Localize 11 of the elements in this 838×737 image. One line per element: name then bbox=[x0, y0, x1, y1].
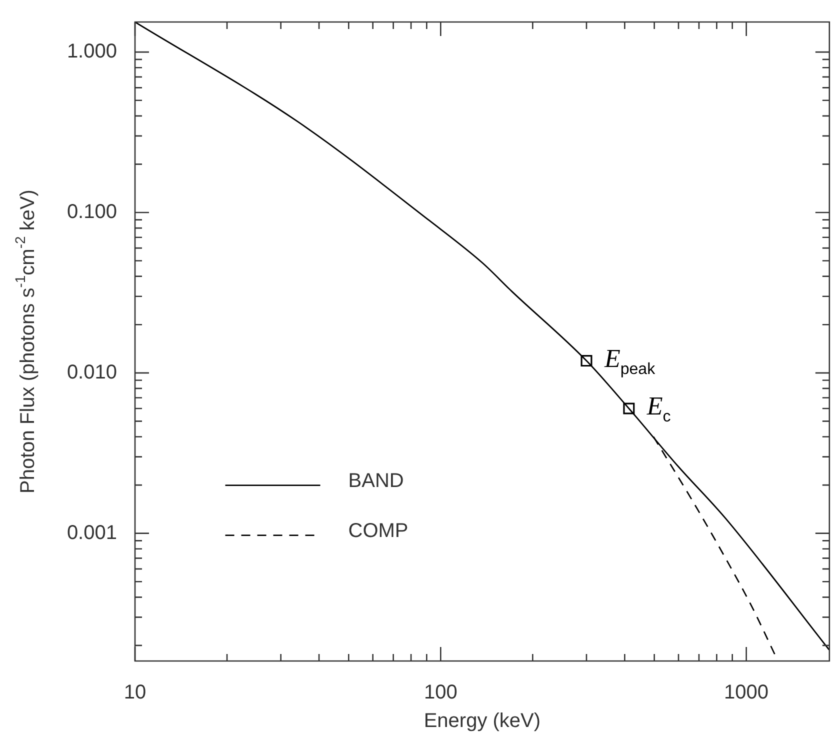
y-tick-label: 0.010 bbox=[66, 361, 117, 384]
y-axis-title: Photon Flux (photons s-1cm-2 keV) bbox=[12, 190, 39, 494]
legend-label: COMP bbox=[348, 520, 408, 542]
x-tick-label: 100 bbox=[424, 682, 458, 704]
y-tick-label: 0.001 bbox=[66, 522, 117, 544]
x-tick-label: 10 bbox=[124, 682, 146, 704]
x-tick-label: 1000 bbox=[724, 682, 769, 704]
legend-label: BAND bbox=[348, 470, 404, 492]
x-axis-title: Energy (keV) bbox=[424, 710, 541, 732]
y-tick-label: 0.100 bbox=[66, 201, 117, 224]
y-tick-label: 1.000 bbox=[66, 40, 117, 63]
